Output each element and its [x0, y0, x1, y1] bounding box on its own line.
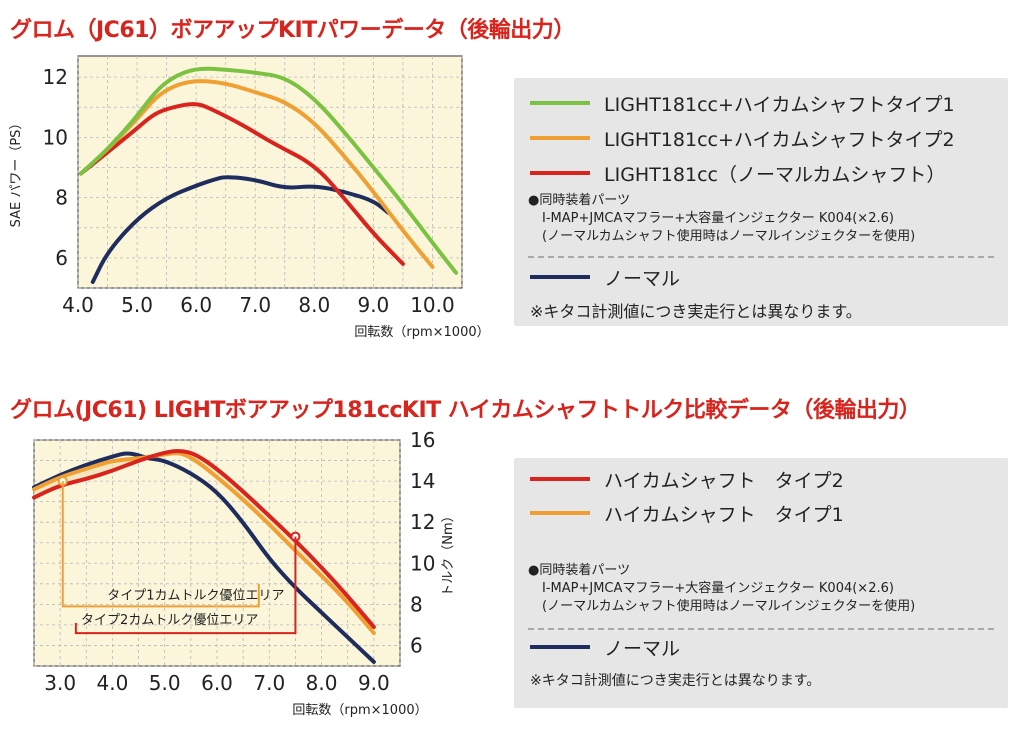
legend-item-normal: ノーマル: [530, 634, 680, 660]
y-tick-label: 10: [43, 125, 68, 149]
legend-item-type1: ハイカムシャフト タイプ1: [530, 500, 844, 526]
torque-legend: ハイカムシャフト タイプ2 ハイカムシャフト タイプ1 ●同時装着パーツ I-M…: [514, 458, 1008, 708]
legend-label: ハイカムシャフト タイプ1: [604, 503, 844, 526]
legend-item-type1: LIGHT181cc+ハイカムシャフトタイプ1: [530, 90, 955, 116]
x-tick-label: 7.0: [239, 293, 271, 317]
x-tick-label: 5.0: [121, 293, 153, 317]
legend-swatch: [530, 477, 590, 481]
torque-chart: 3.0 4.0 5.0 6.0 7.0 8.0 9.0 6 8 10 12 14 16 回転数（rpm×1…: [32, 428, 456, 718]
series-line-2: [32, 451, 376, 636]
grid: [77, 56, 463, 289]
divider: [528, 256, 994, 258]
legend-label: LIGHT181cc（ノーマルカムシャフト）: [604, 163, 946, 186]
note-line: ●同時装着パーツ: [528, 563, 631, 578]
legend-label: ハイカムシャフト タイプ2: [604, 469, 844, 492]
x-axis-label: 回転数（rpm×1000）: [292, 703, 427, 718]
legend-swatch: [530, 275, 590, 279]
legend-label: LIGHT181cc+ハイカムシャフトタイプ2: [604, 128, 955, 151]
divider: [528, 628, 994, 630]
x-tick-label: 9.0: [357, 293, 389, 317]
note-line: I-MAP+JMCAマフラー+大容量インジェクター K004(×2.6): [542, 581, 894, 596]
y-tick-label: 16: [410, 428, 435, 452]
y-tick-label: 12: [410, 510, 435, 534]
x-tick-label: 10.0: [410, 293, 455, 317]
x-tick-label: 7.0: [253, 671, 285, 695]
y-tick-label: 8: [410, 592, 423, 616]
chart2-title: グロム(JC61) LIGHTボアアップ181ccKIT ハイカムシャフトトルク…: [10, 398, 921, 423]
legend-swatch: [530, 645, 590, 649]
series-line-3: [32, 451, 376, 664]
y-tick-label: 14: [410, 469, 435, 493]
x-tick-label: 8.0: [306, 671, 338, 695]
legend-item-type2: ハイカムシャフト タイプ2: [530, 466, 844, 492]
x-tick-label: 3.0: [44, 671, 76, 695]
parts-note: ●同時装着パーツ I-MAP+JMCAマフラー+大容量インジェクター K004(…: [528, 562, 915, 616]
chart1-title: グロム（JC61）ボアアップKITパワーデータ（後輪出力）: [10, 18, 575, 43]
legend-item-normal-cam: LIGHT181cc（ノーマルカムシャフト）: [530, 160, 945, 186]
callout-line-type2: [74, 536, 297, 635]
legend-item-normal: ノーマル: [530, 264, 680, 290]
legend-label: ノーマル: [604, 637, 681, 660]
legend-label: LIGHT181cc+ハイカムシャフトタイプ1: [604, 93, 955, 116]
note-line: I-MAP+JMCAマフラー+大容量インジェクター K004(×2.6): [542, 211, 894, 226]
legend-swatch: [530, 511, 590, 515]
y-axis-label: SAE パワー（PS）: [9, 117, 24, 228]
y-tick-label: 8: [55, 186, 68, 210]
y-tick-label: 6: [55, 246, 68, 270]
series-line-3: [78, 102, 405, 266]
y-axis-label: トルク（Nm）: [441, 509, 456, 596]
x-axis-label: 回転数（rpm×1000）: [354, 325, 489, 340]
legend-swatch: [530, 101, 590, 105]
y-tick-label: 6: [410, 633, 423, 657]
legend-swatch: [530, 171, 590, 175]
footnote: ※キタコ計測値につき実走行とは異なります。: [530, 302, 862, 321]
x-tick-label: 8.0: [298, 293, 330, 317]
series-line-1: [78, 66, 459, 275]
annotation-type2: タイプ2カムトルク優位エリア: [81, 613, 258, 628]
annotation-type1: タイプ1カムトルク優位エリア: [107, 588, 284, 603]
legend-item-type2: LIGHT181cc+ハイカムシャフトタイプ2: [530, 125, 955, 151]
x-tick-label: 5.0: [149, 671, 181, 695]
x-tick-label: 4.0: [97, 671, 129, 695]
series-line-1: [32, 448, 376, 629]
legend-swatch: [530, 136, 590, 140]
power-legend: LIGHT181cc+ハイカムシャフトタイプ1 LIGHT181cc+ハイカムシ…: [514, 78, 1008, 326]
x-tick-label: 9.0: [358, 671, 390, 695]
x-tick-label: 4.0: [62, 293, 94, 317]
note-line: ●同時装着パーツ: [528, 193, 631, 208]
note-line: (ノーマルカムシャフト使用時はノーマルインジェクターを使用): [542, 229, 916, 244]
y-tick-label: 12: [43, 65, 68, 89]
footnote: ※キタコ計測値につき実走行とは異なります。: [530, 673, 821, 689]
callout-line-type1: [61, 481, 260, 608]
x-tick-label: 6.0: [201, 671, 233, 695]
power-chart: 4.0 5.0 6.0 7.0 8.0 9.0 10.0 6 8 10 12 回転数（rpm×1000…: [9, 55, 490, 340]
legend-label: ノーマル: [604, 267, 681, 290]
x-tick-label: 6.0: [180, 293, 212, 317]
series-line-4: [90, 175, 391, 284]
note-line: (ノーマルカムシャフト使用時はノーマルインジェクターを使用): [542, 599, 916, 614]
y-tick-label: 10: [410, 551, 435, 575]
parts-note: ●同時装着パーツ I-MAP+JMCAマフラー+大容量インジェクター K004(…: [528, 192, 915, 246]
